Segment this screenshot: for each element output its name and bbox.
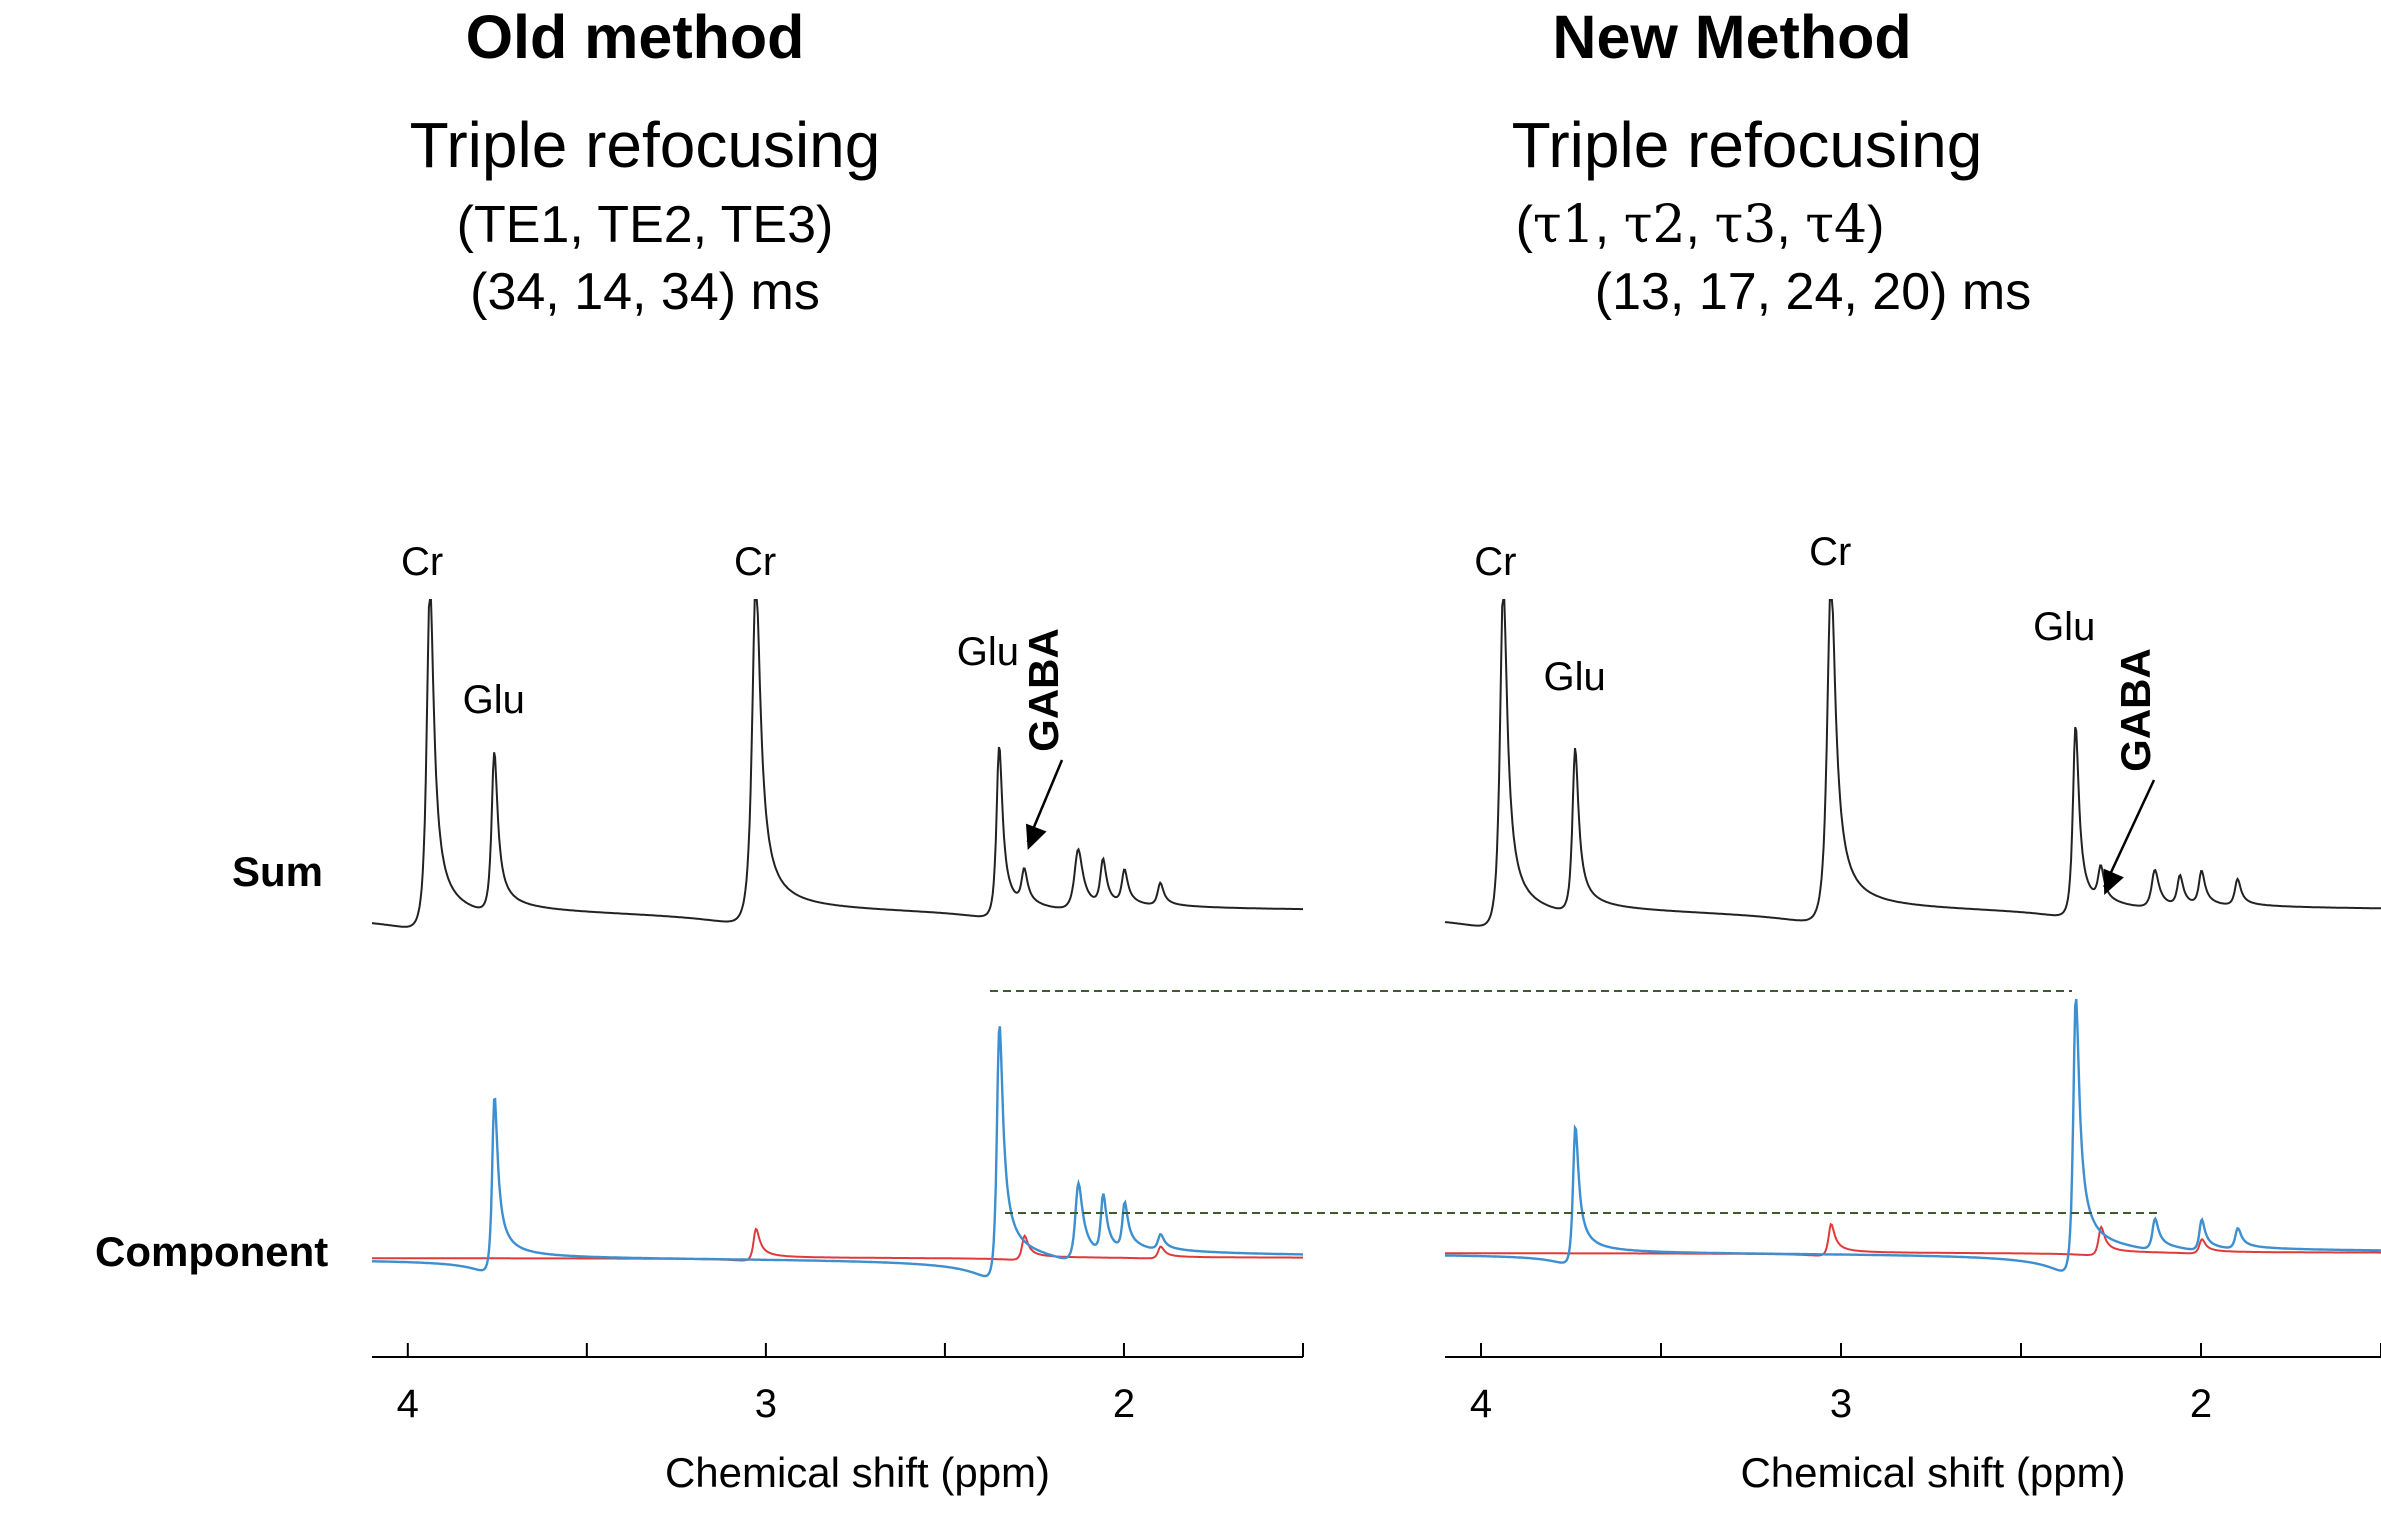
new-method-subtitle-2-sep1: , <box>1594 196 1624 254</box>
tau2-symbol: τ2 <box>1623 195 1686 255</box>
gaba-label: GABA <box>2112 648 2159 772</box>
x-tick-label: 2 <box>1113 1382 1135 1426</box>
old-method-title: Old method <box>465 3 805 71</box>
new-method-subtitle-2-sep3: , <box>1776 196 1806 254</box>
peak-label-glu: Glu <box>2033 605 2095 649</box>
tau1-symbol: τ1 <box>1532 195 1595 255</box>
gaba-arrow-head <box>2103 868 2124 895</box>
peak-label-cr: Cr <box>401 540 443 584</box>
peak-label-cr: Cr <box>1474 540 1516 584</box>
x-axis-label: Chemical shift (ppm) <box>665 1449 1050 1496</box>
tau4-symbol: τ4 <box>1805 195 1868 255</box>
spectrum-panel-2: 4 3 2 Chemical shift (ppm) Cr Glu Cr Glu GABA <box>1444 530 2381 1496</box>
x-tick-label: 4 <box>397 1382 419 1426</box>
peak-label-cr: Cr <box>1809 530 1851 574</box>
new-method-subtitle-3: (13, 17, 24, 20) ms <box>1594 263 2032 321</box>
row-label-component: Component <box>95 1228 329 1275</box>
peak-label-glu: Glu <box>1543 655 1605 699</box>
sum-trace <box>371 599 1303 928</box>
x-tick-label: 2 <box>2190 1382 2212 1426</box>
new-method-subtitle-2-open: ( <box>1515 196 1533 254</box>
component-red-trace <box>1445 1222 2381 1257</box>
gaba-arrow-head <box>1025 823 1047 850</box>
row-label-sum: Sum <box>232 848 324 895</box>
x-axis-label: Chemical shift (ppm) <box>1740 1449 2125 1496</box>
new-method-subtitle-2-sep2: , <box>1685 196 1715 254</box>
gaba-arrow-line <box>2103 779 2156 888</box>
new-method-subtitle-1: Triple refocusing <box>1511 109 1983 181</box>
peak-label-glu: Glu <box>957 630 1019 674</box>
x-tick-label: 3 <box>1830 1382 1852 1426</box>
new-method-subtitle-2: (τ1, τ2, τ3, τ4) <box>1300 195 2100 255</box>
old-method-subtitle-1: Triple refocusing <box>409 109 881 181</box>
old-method-subtitle-2: (TE1, TE2, TE3) <box>456 196 834 254</box>
peak-label-cr: Cr <box>734 540 776 584</box>
peak-label-glu: Glu <box>463 678 525 722</box>
x-tick-label: 3 <box>755 1382 777 1426</box>
component-blue-trace <box>1445 998 2381 1272</box>
sum-trace <box>1444 599 2381 927</box>
tau3-symbol: τ3 <box>1714 195 1777 255</box>
x-tick-label: 4 <box>1470 1382 1492 1426</box>
component-red-trace <box>372 1227 1303 1262</box>
new-method-title: New Method <box>1552 3 1912 71</box>
old-method-subtitle-3: (34, 14, 34) ms <box>470 263 820 321</box>
new-method-subtitle-2-close: ) <box>1867 196 1885 254</box>
gaba-label: GABA <box>1020 628 1067 752</box>
component-blue-trace <box>372 1026 1303 1278</box>
